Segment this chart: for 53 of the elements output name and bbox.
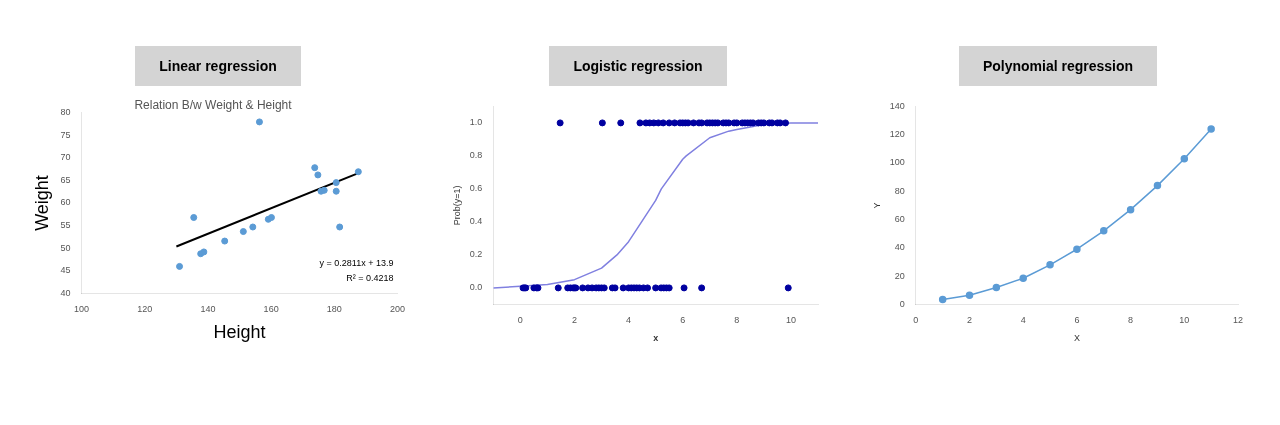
y-tick-label: 0.2 — [469, 249, 483, 260]
chart-title: Logistic regression — [549, 46, 727, 86]
x-tick-label: 6 — [1074, 315, 1080, 326]
x-tick-label: 8 — [1128, 315, 1134, 326]
y-axis-title: Prob(y=1) — [451, 185, 462, 226]
x-tick-label: 6 — [680, 315, 686, 326]
x-axis-title: X — [1073, 333, 1080, 344]
y-tick-label: 20 — [894, 270, 905, 281]
x-tick-label: 2 — [571, 315, 577, 326]
y-tick-label: 50 — [60, 242, 71, 253]
y-tick-label: 55 — [60, 220, 71, 231]
x-axis-title: Height — [213, 322, 266, 343]
y-tick-label: 40 — [60, 288, 71, 299]
y-tick-label: 75 — [60, 129, 71, 140]
y-tick-label: 0.4 — [469, 216, 483, 227]
x-tick-label: 200 — [389, 304, 406, 315]
x-tick-label: 8 — [734, 315, 740, 326]
x-tick-label: 0 — [913, 315, 919, 326]
y-tick-label: 70 — [60, 152, 71, 163]
x-tick-label: 4 — [626, 315, 632, 326]
y-tick-label: 60 — [894, 214, 905, 225]
x-tick-label: 100 — [74, 304, 90, 315]
y-tick-label: 140 — [889, 100, 905, 111]
y-tick-label: 0.6 — [469, 183, 483, 194]
x-tick-label: 10 — [1179, 315, 1190, 326]
x-tick-label: 120 — [137, 304, 153, 315]
annotation: y = 0.2811x + 13.9 — [319, 257, 394, 268]
x-tick-label: 140 — [200, 304, 216, 315]
chart-title: Polynomial regression — [958, 46, 1158, 86]
chart-subtitle: Relation B/w Weight & Height — [134, 97, 293, 112]
y-tick-label: 120 — [889, 129, 905, 140]
x-tick-label: 0 — [517, 315, 523, 326]
y-tick-label: 65 — [60, 174, 71, 185]
x-tick-label: 4 — [1020, 315, 1026, 326]
y-tick-label: 100 — [889, 157, 905, 168]
y-tick-label: 40 — [894, 242, 905, 253]
x-tick-label: 2 — [967, 315, 973, 326]
x-tick-label: 160 — [263, 304, 279, 315]
x-tick-label: 12 — [1232, 315, 1244, 326]
y-tick-label: 0.0 — [469, 282, 483, 293]
x-axis-title: x — [653, 333, 659, 344]
y-tick-label: 0.8 — [469, 150, 483, 161]
y-axis-title: Weight — [31, 175, 52, 231]
x-tick-label: 10 — [785, 315, 796, 326]
x-tick-label: 180 — [326, 304, 342, 315]
annotation: R² = 0.4218 — [346, 272, 394, 283]
y-axis-title: Y — [871, 202, 882, 209]
chart-title: Linear regression — [135, 46, 301, 86]
y-tick-label: 60 — [60, 197, 71, 208]
y-tick-label: 80 — [894, 185, 905, 196]
y-tick-label: 1.0 — [469, 117, 483, 128]
y-tick-label: 80 — [60, 106, 71, 117]
y-tick-label: 45 — [60, 265, 71, 276]
